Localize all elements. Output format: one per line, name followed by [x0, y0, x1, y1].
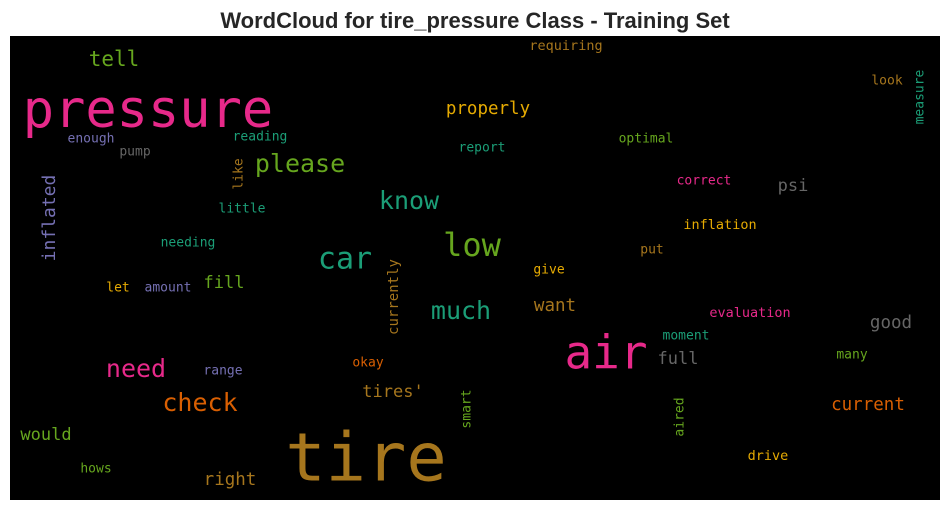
cloud-word: put [640, 243, 663, 258]
cloud-word: need [106, 354, 166, 383]
cloud-word: little [219, 202, 266, 217]
cloud-word: fill [204, 273, 245, 293]
cloud-word: moment [663, 329, 710, 344]
cloud-word: pressure [23, 80, 273, 140]
cloud-word: evaluation [709, 305, 790, 321]
cloud-background [10, 36, 940, 500]
cloud-word: please [255, 149, 345, 178]
cloud-word: inflated [39, 175, 60, 262]
cloud-word: want [534, 296, 576, 316]
cloud-word: aired [673, 397, 688, 436]
cloud-word: low [443, 226, 502, 264]
cloud-word: good [870, 313, 912, 333]
cloud-word: tire [285, 419, 446, 497]
cloud-word: would [20, 425, 71, 445]
cloud-word: reading [233, 130, 288, 145]
cloud-word: let [106, 281, 129, 296]
cloud-word: tell [89, 47, 140, 71]
cloud-word: like [232, 158, 247, 189]
chart-title: WordCloud for tire_pressure Class - Trai… [220, 8, 730, 33]
cloud-word: correct [677, 174, 732, 189]
cloud-word: hows [80, 462, 111, 477]
cloud-word: properly [446, 99, 530, 119]
cloud-word: currently [386, 259, 402, 335]
cloud-word: okay [352, 356, 383, 371]
cloud-word: current [831, 395, 905, 415]
cloud-word: car [318, 242, 372, 277]
cloud-word: report [459, 141, 506, 156]
cloud-word: drive [748, 448, 789, 464]
cloud-word: know [379, 186, 440, 215]
cloud-word: air [564, 326, 647, 380]
cloud-word: pump [119, 145, 150, 160]
cloud-word: look [871, 74, 902, 89]
cloud-word: many [836, 348, 867, 363]
cloud-word: check [162, 388, 237, 417]
cloud-word: amount [145, 281, 192, 296]
cloud-word: requiring [529, 38, 602, 54]
cloud-word: right [204, 470, 257, 490]
cloud-word: full [658, 349, 699, 369]
cloud-word: range [203, 364, 242, 379]
cloud-word: measure [913, 69, 928, 124]
cloud-word: psi [778, 176, 809, 196]
cloud-word: smart [460, 389, 475, 428]
cloud-word: enough [68, 132, 115, 147]
cloud-word: needing [161, 236, 216, 251]
cloud-word: inflation [683, 217, 756, 233]
cloud-word: give [533, 263, 564, 278]
cloud-word: tires' [362, 382, 423, 402]
cloud-word: optimal [619, 132, 674, 147]
cloud-word: much [431, 296, 491, 325]
